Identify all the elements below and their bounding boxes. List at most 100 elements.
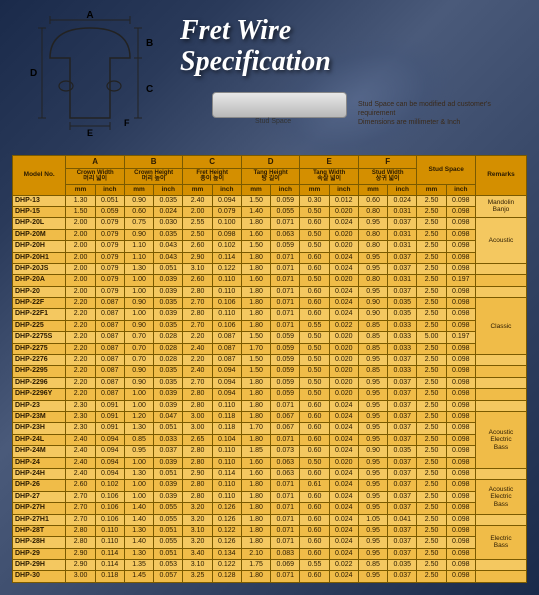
- value-cell: 2.00: [66, 241, 95, 252]
- value-cell: 0.041: [388, 514, 417, 525]
- value-cell: 2.50: [417, 434, 446, 445]
- value-cell: 2.50: [417, 537, 446, 548]
- value-cell: 0.114: [95, 560, 124, 571]
- value-cell: 5.00: [417, 332, 446, 343]
- col-label: Tang Height탕 길이: [241, 168, 300, 184]
- table-row: DHP-20M2.000.0790.900.0352.500.0981.600.…: [13, 229, 527, 240]
- value-cell: 2.70: [66, 514, 95, 525]
- value-cell: 0.043: [154, 241, 183, 252]
- value-cell: 0.094: [212, 389, 241, 400]
- value-cell: 1.40: [124, 514, 153, 525]
- value-cell: 0.028: [154, 343, 183, 354]
- value-cell: 2.50: [417, 548, 446, 559]
- value-cell: 2.70: [183, 320, 212, 331]
- value-cell: 0.024: [329, 446, 358, 457]
- value-cell: 0.035: [388, 309, 417, 320]
- value-cell: 0.037: [388, 252, 417, 263]
- value-cell: 0.122: [212, 560, 241, 571]
- value-cell: 2.50: [417, 400, 446, 411]
- value-cell: 0.60: [300, 525, 329, 536]
- value-cell: 2.20: [66, 309, 95, 320]
- table-row: DHP-242.400.0941.000.0392.800.1101.600.0…: [13, 457, 527, 468]
- value-cell: 2.00: [66, 252, 95, 263]
- value-cell: 0.60: [300, 423, 329, 434]
- value-cell: 0.128: [212, 571, 241, 582]
- value-cell: 0.95: [358, 389, 387, 400]
- value-cell: 0.110: [212, 275, 241, 286]
- value-cell: 2.50: [417, 229, 446, 240]
- value-cell: 2.80: [183, 457, 212, 468]
- diagram-label-a: A: [86, 10, 93, 21]
- value-cell: 0.098: [446, 525, 475, 536]
- value-cell: 1.30: [66, 195, 95, 206]
- value-cell: 1.05: [358, 514, 387, 525]
- model-cell: DHP-2275S: [13, 332, 66, 343]
- value-cell: 0.55: [300, 560, 329, 571]
- value-cell: 2.40: [66, 446, 95, 457]
- value-cell: 2.50: [417, 503, 446, 514]
- value-cell: 0.071: [271, 400, 300, 411]
- value-cell: 0.122: [212, 263, 241, 274]
- value-cell: 0.020: [329, 332, 358, 343]
- model-cell: DHP-2276: [13, 355, 66, 366]
- value-cell: 1.70: [241, 423, 270, 434]
- value-cell: 0.102: [95, 480, 124, 491]
- value-cell: 0.079: [95, 275, 124, 286]
- value-cell: 0.094: [95, 457, 124, 468]
- value-cell: 0.098: [446, 195, 475, 206]
- value-cell: 0.098: [446, 206, 475, 217]
- value-cell: 0.102: [212, 241, 241, 252]
- col-label: Fret Height총이 높이: [183, 168, 242, 184]
- value-cell: 1.70: [241, 343, 270, 354]
- value-cell: 0.60: [358, 195, 387, 206]
- value-cell: 0.110: [95, 525, 124, 536]
- value-cell: 0.50: [300, 241, 329, 252]
- value-cell: 3.40: [183, 548, 212, 559]
- model-cell: DHP-27: [13, 491, 66, 502]
- value-cell: 1.45: [124, 571, 153, 582]
- header-region: A B C D E F Fret Wire Specification: [0, 0, 539, 155]
- value-cell: 2.80: [183, 389, 212, 400]
- value-cell: 0.110: [212, 309, 241, 320]
- value-cell: 0.079: [95, 252, 124, 263]
- value-cell: 0.035: [388, 560, 417, 571]
- value-cell: 2.50: [417, 389, 446, 400]
- table-row: DHP-262.600.1021.000.0392.800.1101.800.0…: [13, 480, 527, 491]
- col-group: E: [300, 156, 359, 169]
- table-row: DHP-22F2.200.0870.900.0352.700.1061.800.…: [13, 298, 527, 309]
- value-cell: 0.118: [212, 423, 241, 434]
- value-cell: 0.059: [271, 195, 300, 206]
- value-cell: 2.20: [66, 366, 95, 377]
- unit-mm: mm: [241, 184, 270, 195]
- value-cell: 0.079: [95, 241, 124, 252]
- value-cell: 0.051: [95, 195, 124, 206]
- value-cell: 0.087: [95, 332, 124, 343]
- value-cell: 2.50: [417, 366, 446, 377]
- value-cell: 1.50: [241, 241, 270, 252]
- unit-mm: mm: [358, 184, 387, 195]
- col-label: Crown Width머리 넓이: [66, 168, 125, 184]
- table-row: DHP-303.000.1181.450.0573.250.1281.800.0…: [13, 571, 527, 582]
- value-cell: 0.071: [271, 480, 300, 491]
- value-cell: 2.20: [66, 389, 95, 400]
- value-cell: 0.094: [212, 195, 241, 206]
- value-cell: 0.85: [124, 434, 153, 445]
- value-cell: 0.50: [300, 275, 329, 286]
- value-cell: 2.60: [183, 241, 212, 252]
- value-cell: 2.50: [417, 275, 446, 286]
- value-cell: 2.20: [183, 355, 212, 366]
- value-cell: 0.098: [446, 218, 475, 229]
- model-cell: DHP-2295: [13, 366, 66, 377]
- value-cell: 2.50: [417, 514, 446, 525]
- value-cell: 0.020: [329, 355, 358, 366]
- value-cell: 0.098: [446, 423, 475, 434]
- value-cell: 0.037: [388, 355, 417, 366]
- model-cell: DHP-20: [13, 286, 66, 297]
- value-cell: 0.087: [95, 366, 124, 377]
- value-cell: 2.50: [417, 309, 446, 320]
- value-cell: 0.020: [329, 343, 358, 354]
- remarks-cell: [475, 560, 526, 571]
- value-cell: 0.037: [388, 389, 417, 400]
- value-cell: 0.95: [358, 355, 387, 366]
- stud-note: Stud Space can be modified ad customer's…: [358, 100, 518, 127]
